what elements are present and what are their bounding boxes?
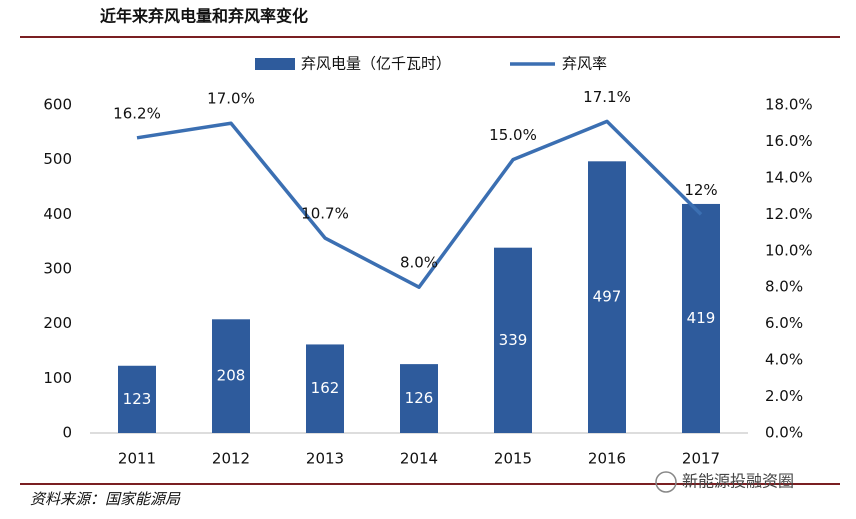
bar-value-label: 162 [311,379,340,397]
bar [118,365,156,433]
bar [588,161,626,433]
x-tick-label: 2013 [306,450,344,468]
line-value-label: 10.7% [301,205,349,223]
y-tick-label: 500 [43,150,72,168]
legend-label: 弃风电量（亿千瓦时） [301,55,451,73]
y2-tick-label: 4.0% [765,351,803,369]
line-value-label: 12% [684,181,717,199]
line-value-label: 17.0% [207,90,255,108]
line-value-label: 16.2% [113,104,161,122]
line [136,119,703,289]
source-note: 资料来源：国家能源局 [30,490,181,508]
x-tick-label: 2011 [118,450,156,468]
y2-tick-label: 8.0% [765,278,803,296]
x-tick-label: 2017 [682,450,720,468]
bar [212,319,250,433]
bar-value-label: 126 [405,389,434,407]
line-value-label: 15.0% [489,126,537,144]
bar-value-label: 339 [499,331,528,349]
legend-label: 弃风率 [562,55,607,73]
y2-tick-label: 6.0% [765,314,803,332]
y2-tick-label: 14.0% [765,168,813,186]
bar [306,344,344,433]
y-tick-label: 600 [43,96,72,114]
y2-tick-label: 2.0% [765,387,803,405]
x-tick-label: 2014 [400,450,438,468]
legend-swatch [255,58,295,70]
y-tick-label: 0 [62,424,72,442]
watermark: 新能源投融资圈 [682,472,794,491]
line-value-label: 17.1% [583,88,631,106]
y-tick-label: 400 [43,205,72,223]
line-value-label: 8.0% [400,254,438,272]
bar-value-label: 497 [593,288,622,306]
x-tick-label: 2012 [212,450,250,468]
y-tick-label: 100 [43,369,72,387]
y-tick-label: 200 [43,314,72,332]
bar-value-label: 208 [217,367,246,385]
bar-value-label: 419 [687,309,716,327]
watermark-icon [655,471,677,493]
y2-tick-label: 0.0% [765,424,803,442]
bar-value-label: 123 [123,390,152,408]
y-tick-label: 300 [43,260,72,278]
y2-tick-label: 18.0% [765,96,813,114]
chart-title: 近年来弃风电量和弃风率变化 [100,7,308,26]
bar [400,364,438,433]
bar [494,247,532,433]
y2-tick-label: 12.0% [765,205,813,223]
y2-tick-label: 10.0% [765,241,813,259]
x-tick-label: 2015 [494,450,532,468]
y2-tick-label: 16.0% [765,132,813,150]
bar [682,203,720,433]
x-tick-label: 2016 [588,450,626,468]
